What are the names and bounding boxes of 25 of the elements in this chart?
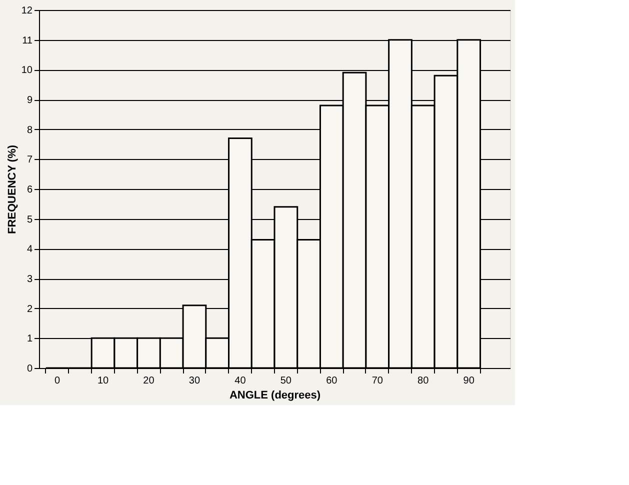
- x-tick-label: 70: [372, 376, 384, 386]
- x-tick-label: 10: [97, 376, 110, 386]
- y-tick-label: 4: [26, 244, 33, 256]
- x-axis-title: ANGLE (degrees): [229, 390, 321, 402]
- y-tick-label: 9: [26, 95, 33, 106]
- y-tick-label: 6: [26, 184, 33, 196]
- y-tick-label: 5: [26, 214, 33, 226]
- y-tick-label: 10: [21, 65, 33, 76]
- x-tick-label: 30: [188, 376, 200, 386]
- x-tick-label: 40: [234, 376, 246, 386]
- y-tick-label: 3: [26, 274, 33, 285]
- y-axis-title: FREQUENCY (%): [6, 144, 18, 234]
- x-tick-label: 20: [143, 376, 155, 386]
- y-tick-label: 12: [21, 6, 33, 16]
- x-tick-label: 90: [463, 376, 475, 386]
- y-tick-label: 2: [26, 304, 33, 315]
- y-tick-label: 7: [26, 154, 33, 166]
- x-tick-label: 0: [54, 376, 61, 386]
- y-tick-label: 11: [22, 35, 33, 46]
- x-tick-label: 50: [280, 376, 292, 386]
- x-tick-label: 60: [326, 376, 338, 386]
- x-tick-label: 80: [418, 376, 430, 386]
- y-tick-label: 0: [26, 364, 33, 374]
- y-tick-label: 8: [26, 124, 33, 136]
- y-tick-label: 1: [26, 334, 33, 345]
